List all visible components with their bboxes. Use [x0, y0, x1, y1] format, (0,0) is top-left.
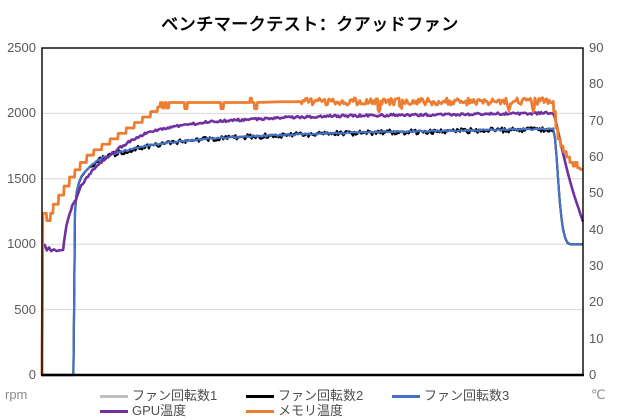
left-axis-tick-label: 2500 [7, 40, 36, 55]
right-axis-unit-label: ℃ [591, 387, 606, 402]
right-axis-tick-label: 10 [589, 330, 604, 346]
right-axis-tick-label: 20 [589, 294, 604, 310]
left-axis-tick-label: 0 [28, 367, 36, 382]
memory-temp-line [40, 96, 584, 376]
left-axis-tick-label: 1000 [7, 236, 36, 252]
legend-line-swatch [392, 394, 420, 398]
right-axis-tick-label: 80 [589, 76, 604, 92]
legend-line-swatch [246, 409, 274, 413]
left-axis-tick-label: 500 [14, 301, 36, 317]
fan2-rpm-line [42, 126, 584, 377]
legend-line-swatch [100, 409, 128, 413]
legend-label: メモリ温度 [278, 403, 344, 418]
right-axis-tick-label: 40 [589, 221, 604, 237]
left-axis-tick-label: 2000 [7, 105, 36, 121]
fan1-rpm-line [42, 127, 583, 376]
fan3-rpm-line [42, 127, 583, 377]
legend-label: ファン回転数1 [132, 388, 218, 403]
right-axis-tick-label: 90 [589, 40, 604, 55]
legend-item: ファン回転数2 [246, 389, 363, 403]
legend-item: GPU温度 [100, 404, 186, 418]
right-axis-tick-label: 60 [589, 149, 604, 164]
legend-label: ファン回転数2 [278, 388, 364, 403]
right-axis-tick-label: 70 [589, 112, 604, 128]
legend-item: ファン回転数3 [392, 389, 509, 403]
right-axis-tick-label: 50 [589, 185, 604, 201]
legend-item: メモリ温度 [246, 404, 343, 418]
plot-border [41, 47, 584, 376]
right-axis-tick-label: 30 [589, 258, 604, 273]
left-axis-unit-label: rpm [5, 387, 28, 402]
legend-label: GPU温度 [132, 403, 187, 418]
legend-item: ファン回転数1 [100, 389, 217, 403]
gpu-temp-line [40, 110, 585, 376]
left-axis-tick-label: 1500 [7, 170, 36, 186]
legend-line-swatch [100, 394, 128, 398]
legend-line-swatch [246, 394, 274, 398]
chart-title: ベンチマークテスト：クアッドファン [161, 15, 459, 34]
right-axis-tick-label: 0 [589, 367, 597, 382]
legend-label: ファン回転数3 [424, 388, 510, 403]
